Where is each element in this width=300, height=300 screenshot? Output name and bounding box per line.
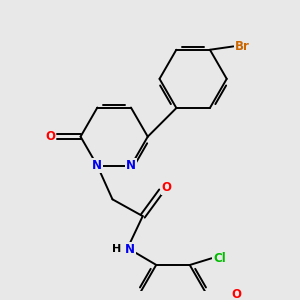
- Text: O: O: [45, 130, 55, 143]
- Text: Br: Br: [235, 40, 250, 53]
- Text: Cl: Cl: [213, 252, 226, 265]
- Text: H: H: [112, 244, 121, 254]
- Text: O: O: [162, 181, 172, 194]
- Text: N: N: [92, 159, 102, 172]
- Text: N: N: [125, 243, 135, 256]
- Text: O: O: [232, 288, 242, 300]
- Text: N: N: [126, 159, 136, 172]
